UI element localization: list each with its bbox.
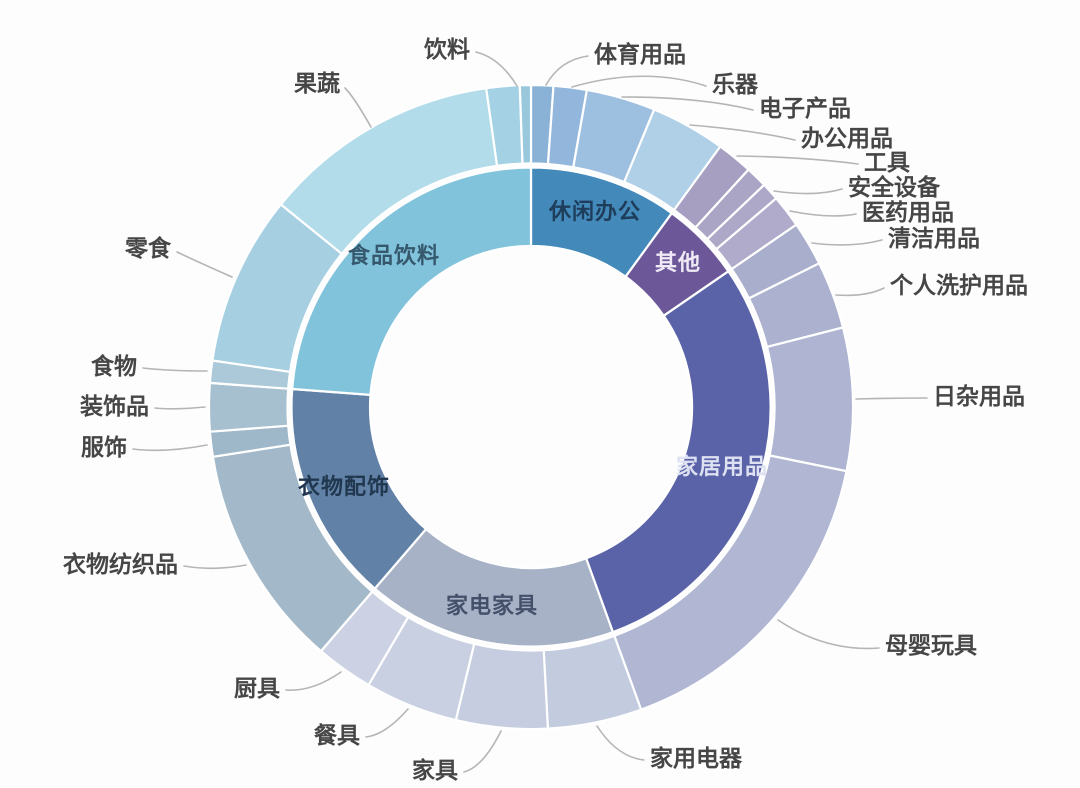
pointer-kitchenware: [285, 671, 342, 691]
inner-label-home-goods: 家居用品: [676, 454, 768, 479]
pointer-medical-supplies: [789, 210, 857, 217]
pointer-sports-goods: [545, 55, 589, 86]
inner-label-clothing-accessories: 衣物配饰: [298, 474, 390, 499]
label-food: 食物: [91, 353, 137, 379]
segment-home-goods[interactable]: [585, 270, 772, 634]
label-sports-goods: 体育用品: [594, 41, 686, 67]
label-instruments: 乐器: [712, 71, 759, 97]
label-fruits-vegetables: 果蔬: [294, 70, 340, 96]
segment-decorations[interactable]: [207, 381, 290, 433]
label-safety-equipment: 安全设备: [848, 174, 941, 200]
label-daily-sundries: 日杂用品: [933, 383, 1025, 409]
pointer-food: [142, 367, 208, 372]
pointer-snacks: [176, 251, 233, 278]
inner-label-appliances-furniture: 家电家具: [446, 593, 538, 618]
label-decorations: 装饰品: [80, 393, 149, 419]
segment-daily-sundries[interactable]: [765, 326, 854, 473]
label-medical-supplies: 医药用品: [862, 199, 954, 225]
pointer-clothing-textiles: [183, 564, 247, 570]
pointer-personal-care: [835, 287, 885, 297]
pointer-baby-toys: [777, 619, 880, 650]
segment-unlabeled-2[interactable]: [518, 83, 533, 165]
label-apparel: 服饰: [81, 434, 127, 460]
pointer-decorations: [154, 406, 206, 410]
pointer-furniture: [463, 730, 502, 773]
inner-label-leisure-office: 休闲办公: [548, 199, 641, 224]
label-drinks: 饮料: [423, 36, 470, 62]
label-tableware: 餐具: [314, 722, 360, 748]
inner-label-other: 其他: [655, 250, 701, 275]
label-tools: 工具: [864, 149, 910, 175]
label-baby-toys: 母婴玩具: [885, 632, 977, 658]
label-electronics: 电子产品: [759, 95, 851, 121]
pointer-fruits-vegetables: [344, 87, 372, 128]
label-cleaning-supplies: 清洁用品: [888, 225, 980, 251]
pointer-apparel: [132, 444, 208, 452]
label-office-supplies: 办公用品: [801, 125, 893, 151]
pointer-drinks: [475, 51, 518, 87]
pointer-instruments: [571, 75, 707, 88]
label-home-appliances: 家用电器: [650, 745, 743, 771]
pointer-tableware: [365, 708, 409, 738]
pointer-cleaning-supplies: [811, 239, 883, 246]
pointer-tools: [736, 155, 859, 165]
label-kitchenware: 厨具: [234, 675, 280, 701]
pointer-office-supplies: [689, 124, 796, 141]
pointer-electronics: [621, 96, 754, 111]
pointer-daily-sundries: [855, 397, 928, 400]
inner-label-food-beverage: 食品饮料: [348, 243, 440, 268]
label-clothing-textiles: 衣物纺织品: [63, 551, 178, 577]
label-snacks: 零食: [124, 235, 172, 261]
pointer-safety-equipment: [773, 188, 843, 195]
segment-food-beverage[interactable]: [291, 166, 533, 396]
pointer-home-appliances: [596, 725, 645, 761]
label-furniture: 家具: [412, 757, 458, 783]
label-personal-care: 个人洗护用品: [890, 272, 1028, 298]
